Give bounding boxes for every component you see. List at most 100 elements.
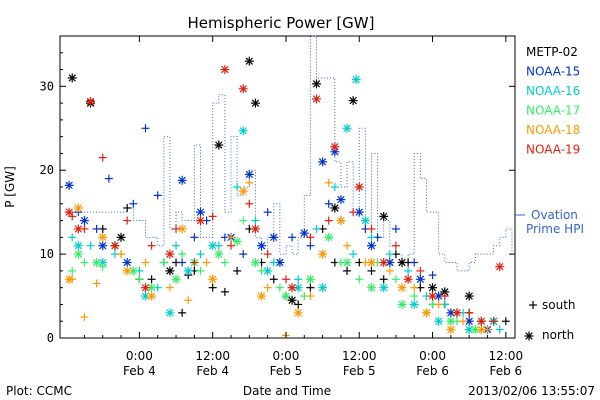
data-point-north (92, 258, 102, 267)
data-point-north (177, 224, 187, 234)
data-point-south (459, 317, 468, 326)
data-points (64, 56, 510, 340)
data-point-north (232, 237, 242, 247)
data-point-south (269, 275, 278, 284)
data-point-north (73, 241, 83, 251)
x-tick-time: 0:00 (272, 349, 299, 363)
data-point-south (440, 292, 449, 301)
data-point-north (440, 287, 450, 297)
data-point-north (250, 258, 260, 267)
data-point-north (73, 203, 83, 213)
data-point-north (348, 96, 358, 106)
y-tick-label: 10 (40, 247, 54, 261)
data-point-north (299, 228, 309, 238)
data-point-north (446, 325, 456, 335)
data-point-north (220, 65, 230, 75)
data-point-north (98, 241, 108, 251)
data-point-south (391, 224, 400, 233)
data-point-north (366, 283, 376, 293)
data-point-north (238, 126, 248, 136)
data-point-south (141, 258, 150, 267)
data-point-south (117, 250, 126, 259)
data-point-north (165, 249, 175, 259)
data-point-south (190, 258, 199, 267)
data-point-south (208, 212, 217, 221)
data-point-north (214, 249, 224, 259)
data-point-north (336, 195, 346, 205)
data-point-south (385, 266, 394, 275)
data-point-north (195, 216, 205, 226)
data-point-south (190, 233, 199, 242)
data-point-north (428, 291, 438, 301)
x-tick-time: 0:00 (126, 349, 153, 363)
data-point-north (275, 258, 285, 267)
data-point-south (263, 283, 272, 292)
data-point-north (397, 299, 407, 309)
data-point-south (245, 178, 254, 187)
data-point-south (196, 266, 205, 275)
y-axis-ticks: 0 10 20 30 (40, 52, 515, 345)
data-point-north (342, 123, 352, 133)
data-point-north (354, 182, 364, 192)
data-point-south (104, 174, 113, 183)
data-point-north (287, 295, 297, 305)
data-point-north (524, 331, 534, 341)
data-point-north (366, 258, 376, 267)
data-point-south (330, 183, 339, 191)
data-point-north (476, 316, 486, 326)
data-point-north (312, 94, 322, 104)
data-point-south (324, 199, 333, 208)
chart-title: Hemispheric Power [GW] (188, 14, 375, 32)
x-tick-date: Feb 5 (343, 364, 376, 378)
data-point-north (177, 175, 187, 185)
data-point-south (233, 183, 242, 191)
ovation-legend-line1: Ovation (531, 208, 578, 222)
marker-key: south north (524, 298, 576, 342)
data-point-north (122, 266, 132, 276)
data-point-south (159, 258, 168, 267)
data-point-north (195, 207, 205, 217)
data-point-south (349, 250, 358, 259)
data-point-north (128, 266, 138, 276)
data-point-north (397, 258, 407, 267)
data-point-south (263, 250, 272, 259)
data-point-south (178, 250, 187, 259)
legend-entry: NOAA-15 (526, 65, 580, 79)
data-point-south (355, 275, 364, 284)
data-point-north (366, 241, 376, 251)
data-point-north (147, 291, 157, 301)
data-point-south (92, 279, 101, 288)
data-point-south (385, 250, 394, 259)
data-point-south (306, 233, 315, 242)
data-point-north (244, 56, 254, 66)
series-noaa-19 (64, 65, 505, 326)
x-tick-date: Feb 5 (270, 364, 303, 378)
x-tick-date: Feb 6 (416, 364, 449, 378)
data-point-north (379, 283, 389, 293)
data-point-north (464, 316, 474, 326)
data-point-north (330, 142, 340, 152)
data-point-south (98, 262, 107, 271)
data-point-north (257, 291, 267, 301)
marker-key-south: south (529, 298, 576, 312)
data-point-north (428, 283, 438, 293)
data-point-south (220, 287, 229, 296)
data-point-south (208, 283, 217, 292)
data-point-south (324, 216, 333, 225)
x-tick-date: Feb 6 (489, 364, 522, 378)
data-point-north (238, 186, 248, 196)
data-point-north (421, 308, 431, 318)
data-point-south (367, 266, 376, 275)
data-point-north (318, 283, 328, 293)
data-point-south (263, 208, 272, 217)
x-tick-time: 12:00 (489, 349, 524, 363)
data-point-north (208, 241, 218, 251)
y-tick-label: 20 (40, 163, 54, 177)
data-point-north (122, 258, 132, 267)
data-point-north (318, 249, 328, 259)
data-point-south (410, 258, 419, 267)
data-point-south (80, 258, 89, 267)
data-point-south (294, 275, 303, 284)
data-point-north (281, 291, 291, 301)
